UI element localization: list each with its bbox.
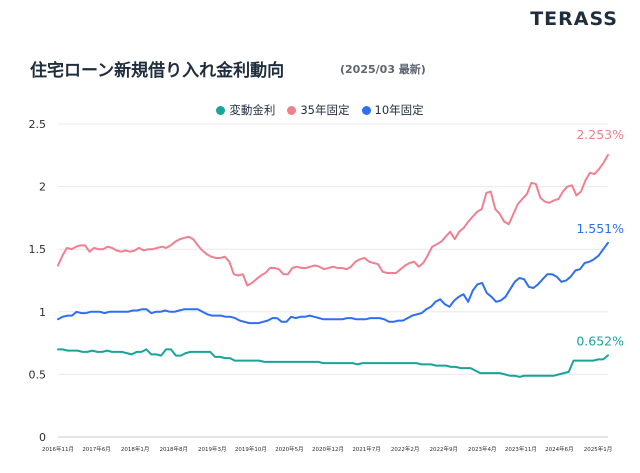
x-tick-label: 2024年6月 [545, 445, 574, 453]
x-tick-label: 2023年4月 [468, 445, 497, 453]
x-tick-label: 2020年5月 [275, 445, 304, 453]
x-tick-label: 2017年6月 [82, 445, 111, 453]
legend-item-variable: 変動金利 [216, 102, 275, 118]
legend-dot-variable [216, 105, 226, 115]
legend-item-fixed35: 35年固定 [287, 102, 350, 118]
x-tick-label: 2025年1月 [584, 445, 613, 453]
y-tick-label: 2.5 [29, 118, 47, 131]
legend-label-variable: 変動金利 [229, 103, 276, 117]
legend-dot-fixed35 [287, 105, 297, 115]
x-tick-label: 2019年3月 [198, 445, 227, 453]
chart-subtitle: (2025/03 最新) [340, 63, 426, 76]
x-tick-label: 2018年1月 [121, 445, 150, 453]
x-tick-label: 2021年7月 [352, 445, 381, 453]
terass-logo: TERASS [530, 8, 618, 30]
chart-legend: 変動金利 35年固定 10年固定 [0, 102, 640, 118]
legend-label-fixed10: 10年固定 [374, 103, 424, 117]
series-line-3 [57, 241, 609, 325]
y-tick-label: 0.5 [29, 368, 47, 381]
y-tick-label: 1 [39, 306, 46, 319]
x-tick-label: 2019年10月 [235, 445, 267, 453]
series-end-label-2: 2.253% [576, 127, 624, 142]
x-tick-label: 2016年11月 [42, 445, 74, 453]
y-tick-label: 2 [39, 181, 46, 194]
x-tick-label: 2020年12月 [312, 445, 344, 453]
legend-dot-fixed10 [361, 105, 371, 115]
y-tick-label: 0 [39, 431, 46, 444]
y-tick-label: 1.5 [29, 243, 47, 256]
series-end-label-1: 0.652% [576, 333, 624, 348]
legend-label-fixed35: 35年固定 [300, 103, 350, 117]
series-end-label-3: 1.551% [576, 221, 624, 236]
x-tick-label: 2018年8月 [159, 445, 188, 453]
x-tick-label: 2022年9月 [429, 445, 458, 453]
x-tick-label: 2022年2月 [391, 445, 420, 453]
x-tick-label: 2023年11月 [505, 445, 537, 453]
series-line-1 [57, 348, 609, 378]
chart-title: 住宅ローン新規借り入れ金利動向 [30, 61, 285, 81]
legend-item-fixed10: 10年固定 [361, 102, 424, 118]
series-line-2 [57, 153, 609, 287]
